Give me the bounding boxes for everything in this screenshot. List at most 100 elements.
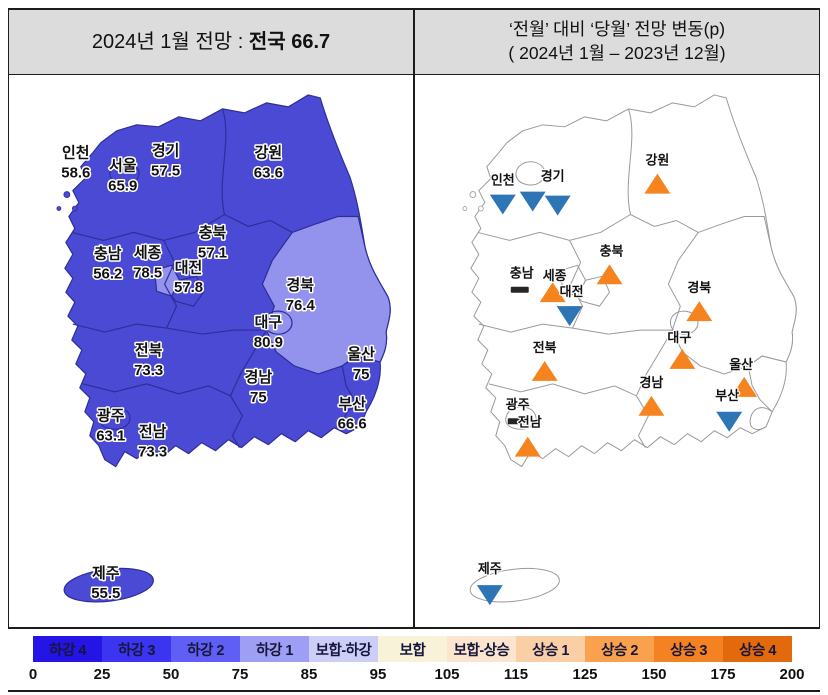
region-value: 73.3 bbox=[138, 444, 167, 461]
legend-cell-label: 하강 2 bbox=[187, 642, 224, 659]
region-value: 57.1 bbox=[198, 244, 227, 261]
province-border bbox=[749, 407, 773, 431]
region-value: 66.6 bbox=[338, 416, 367, 433]
province-border bbox=[224, 213, 293, 233]
region-value: 76.4 bbox=[286, 297, 316, 314]
region-label: 충북 bbox=[600, 243, 624, 258]
trend-up-triangle-icon bbox=[669, 349, 696, 369]
trend-up-triangle-icon bbox=[539, 282, 566, 303]
trend-down-triangle-icon bbox=[716, 411, 743, 432]
region-label: 경남 bbox=[245, 368, 273, 386]
trend-down-triangle-icon bbox=[519, 191, 546, 212]
trend-flat-marker bbox=[507, 418, 526, 425]
small-island bbox=[477, 205, 484, 212]
city-border bbox=[505, 406, 537, 430]
region-value: 55.5 bbox=[91, 585, 120, 602]
legend-cell-label: 상승 4 bbox=[739, 642, 776, 659]
small-island bbox=[63, 191, 71, 198]
legend-cell: 보합 bbox=[378, 636, 447, 662]
region-label: 제주 bbox=[478, 561, 502, 576]
region-label: 전남 bbox=[139, 424, 167, 441]
region-value: 73.3 bbox=[134, 362, 163, 379]
small-island bbox=[56, 206, 62, 211]
province-border bbox=[72, 323, 267, 335]
region-label: 인천 bbox=[62, 144, 90, 162]
region-value: 56.2 bbox=[93, 265, 122, 282]
trend-up-triangle-icon bbox=[638, 395, 665, 416]
province-border bbox=[627, 108, 633, 215]
legend-tick-label: 0 bbox=[28, 666, 38, 683]
trend-down-triangle-icon bbox=[556, 306, 583, 327]
trend-down-triangle-icon bbox=[544, 195, 571, 216]
legend-tick-label: 25 bbox=[93, 666, 111, 683]
legend-cell-label: 하강 1 bbox=[256, 642, 293, 659]
legend-cell: 상승 3 bbox=[654, 636, 723, 662]
region-label: 강원 bbox=[255, 144, 283, 162]
region-label: 대구 bbox=[255, 314, 283, 331]
left-map-area: 인천 58.6 서울 65.9 경기 57.5 강원 63.6 충북 57.1 충남 56.2 세종 78… bbox=[9, 75, 413, 627]
legend-cell-label: 보합-상승 bbox=[453, 642, 510, 659]
region-label: 강원 bbox=[645, 153, 669, 168]
region-value: 65.9 bbox=[108, 178, 137, 195]
city-border bbox=[263, 310, 293, 335]
region-label: 경북 bbox=[687, 280, 711, 295]
province-border bbox=[343, 407, 367, 431]
region-label: 세종 bbox=[134, 244, 162, 261]
left-title-text: 2024년 1월 전망 : 전국 66.7 bbox=[92, 29, 330, 56]
legend-tick-label: 150 bbox=[641, 666, 667, 683]
province-border bbox=[569, 240, 584, 329]
province-border bbox=[163, 240, 178, 329]
legend-cell-label: 상승 2 bbox=[601, 642, 638, 659]
region-label: 경북 bbox=[287, 276, 315, 294]
legend-cell-label: 상승 3 bbox=[670, 642, 707, 659]
small-island bbox=[462, 206, 468, 211]
region-value: 57.5 bbox=[151, 163, 180, 180]
right-title-line1: ‘전월’ 대비 ‘당월’ 전망 변동(p) bbox=[508, 19, 726, 40]
province-border bbox=[630, 214, 699, 233]
region-label: 전남 bbox=[518, 415, 542, 430]
province-border bbox=[341, 355, 381, 413]
legend-cell-label: 하강 3 bbox=[118, 642, 155, 659]
national-value-label: 전국 66.7 bbox=[248, 30, 331, 53]
region-label: 울산 bbox=[729, 357, 753, 372]
map-panels: 2024년 1월 전망 : 전국 66.7 인천 58.6 서울 65.9 경기 57.5… bbox=[8, 8, 820, 629]
legend-cell-label: 상승 1 bbox=[532, 642, 569, 659]
region-label: 광주 bbox=[97, 407, 125, 425]
right-map-area: 인천 경기 강원 충남 세종 대전 충북 경북 대구 전북 울산 경남 부산 광주 전남 제주 bbox=[415, 75, 819, 627]
legend-tick-label: 115 bbox=[503, 666, 529, 683]
region-label: 인천 bbox=[491, 173, 515, 188]
region-label: 광주 bbox=[506, 397, 530, 412]
legend-tick-label: 125 bbox=[572, 666, 598, 683]
trend-down-triangle-icon bbox=[489, 194, 516, 215]
region-label: 전북 bbox=[533, 340, 557, 355]
region-value: 63.6 bbox=[254, 165, 283, 182]
city-border bbox=[170, 275, 205, 307]
region-label: 충남 bbox=[94, 245, 122, 262]
legend-tick-label: 200 bbox=[779, 666, 805, 683]
legend-tick-label: 95 bbox=[369, 666, 387, 683]
small-island bbox=[469, 191, 477, 198]
region-label: 충남 bbox=[510, 265, 534, 280]
legend-cell: 하강 2 bbox=[171, 636, 240, 662]
region-label: 제주 bbox=[92, 565, 120, 582]
city-border bbox=[109, 161, 140, 186]
region-label: 대구 bbox=[667, 330, 691, 345]
city-border bbox=[669, 310, 699, 335]
region-label: 세종 bbox=[543, 268, 567, 283]
region-value: 75 bbox=[250, 389, 267, 406]
right-panel-title: ‘전월’ 대비 ‘당월’ 전망 변동(p) ( 2024년 1월 – 2023년… bbox=[415, 10, 819, 75]
trend-up-triangle-icon bbox=[644, 173, 671, 194]
region-label: 서울 bbox=[109, 158, 137, 175]
legend-cell-label: 보합-하강 bbox=[315, 642, 372, 659]
province-border bbox=[635, 329, 673, 397]
province-border bbox=[747, 355, 787, 413]
region-label: 울산 bbox=[347, 346, 375, 363]
region-value: 63.1 bbox=[96, 428, 125, 445]
legend-cell: 보합-상승 bbox=[447, 636, 516, 662]
legend-cell: 보합-하강 bbox=[309, 636, 378, 662]
legend-tick-label: 50 bbox=[162, 666, 180, 683]
legend-cell: 상승 4 bbox=[723, 636, 792, 662]
trend-up-triangle-icon bbox=[514, 436, 541, 457]
small-island bbox=[71, 205, 78, 212]
legend-tick-label: 175 bbox=[710, 666, 736, 683]
